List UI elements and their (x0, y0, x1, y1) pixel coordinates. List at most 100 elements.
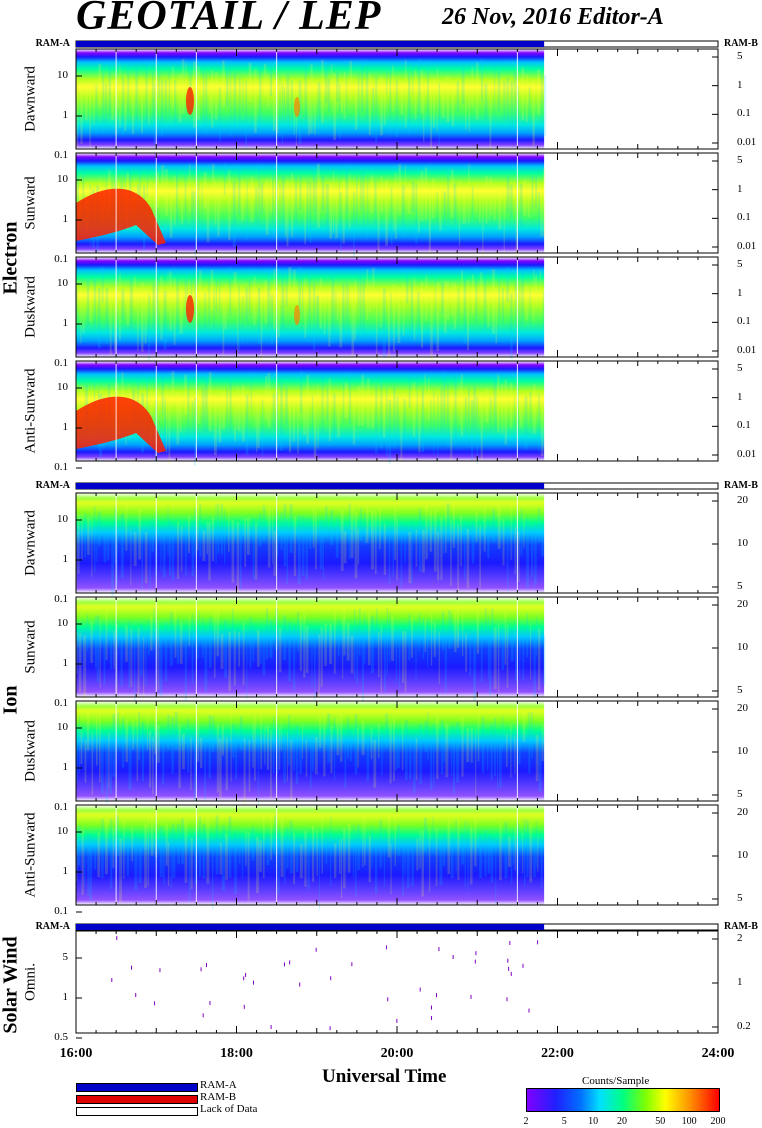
panel-electron-dawnward (75, 48, 719, 158)
left-tick-label: 1 (62, 421, 69, 433)
legend-lack-swatch (76, 1107, 198, 1116)
right-tick-label: 5 (737, 362, 743, 374)
spectrogram-fill (76, 805, 545, 905)
ram-a-label: RAM-A (35, 480, 70, 491)
right-tick-label: 10 (737, 849, 748, 861)
panel-ion-sunward (75, 596, 719, 705)
left-tick-label: 1 (62, 657, 69, 669)
group-label-solar_wind: Solar Wind (0, 936, 22, 1034)
colorbar-tick: 200 (710, 1116, 726, 1127)
ram-bar-a (76, 41, 545, 47)
left-tick-label: 10 (57, 381, 68, 393)
left-tick-label: 1 (62, 553, 69, 565)
right-tick-label: 2 (737, 932, 743, 944)
spectrogram-fill (76, 49, 545, 149)
panel-ion-dawnward (75, 492, 719, 601)
colorbar-tick: 5 (561, 1116, 567, 1127)
left-tick-label: 1 (62, 761, 69, 773)
right-tick-label: 5 (737, 684, 743, 696)
right-tick-label: 5 (737, 154, 743, 166)
left-tick-label: 1 (62, 865, 69, 877)
colorbar-tick: 50 (655, 1116, 666, 1127)
spectrogram-fill (76, 257, 545, 357)
group-label-electron: Electron (0, 221, 22, 295)
panel-solar-wind-omni (75, 930, 719, 1039)
x-tick-label: 20:00 (380, 1046, 414, 1061)
right-tick-label: 10 (737, 745, 748, 757)
left-tick-label: 5 (62, 951, 69, 963)
legend-lack-label: Lack of Data (200, 1103, 258, 1115)
left-tick-label: 1 (62, 213, 69, 225)
right-tick-label: 20 (737, 598, 748, 610)
right-tick-label: 20 (737, 702, 748, 714)
left-tick-label: 1 (62, 109, 69, 121)
legend-ram-a-label: RAM-A (200, 1079, 237, 1091)
x-tick-label: 22:00 (541, 1046, 574, 1061)
right-tick-label: 0.1 (737, 211, 751, 224)
right-tick-label: 0.2 (737, 1020, 751, 1032)
right-tick-label: 1 (737, 390, 743, 403)
ram-b-label: RAM-B (724, 921, 758, 932)
ram-b-label: RAM-B (724, 480, 758, 491)
right-tick-label: 5 (737, 258, 743, 270)
left-tick-label: 0.1 (54, 697, 68, 709)
left-tick-label: 0.1 (54, 801, 68, 813)
panel-electron-antisunward (75, 360, 719, 469)
left-tick-label: 0.1 (54, 461, 68, 473)
right-tick-label: 1 (737, 78, 743, 91)
colorbar-title: Counts/Sample (582, 1075, 650, 1087)
colorbar-tick: 20 (617, 1116, 627, 1127)
right-tick-label: 1 (737, 286, 743, 299)
left-tick-label: 0.1 (54, 253, 68, 265)
legend-ram-a-swatch (76, 1083, 198, 1092)
right-tick-label: 0.01 (737, 448, 757, 460)
page-title: GEOTAIL / LEP (76, 0, 382, 39)
colorbar-tick: 100 (681, 1116, 697, 1127)
red-enhancement (76, 188, 166, 245)
group-label-ion: Ion (0, 685, 22, 715)
left-tick-label: 10 (57, 721, 68, 733)
left-tick-label: 10 (57, 617, 68, 629)
colorbar-tick: 10 (588, 1116, 599, 1127)
left-tick-label: 10 (57, 69, 68, 81)
left-tick-label: 0.1 (54, 149, 68, 161)
right-tick-label: 0.01 (737, 136, 757, 148)
left-tick-label: 0.1 (54, 905, 68, 917)
orange-enhancement (294, 97, 300, 117)
panel-label: Sunward (22, 620, 39, 674)
left-tick-label: 10 (57, 277, 68, 289)
right-tick-label: 10 (737, 537, 748, 549)
panel-ion-antisunward (75, 804, 719, 913)
panel-electron-duskward (75, 256, 719, 365)
right-tick-label: 0.1 (737, 107, 751, 120)
left-tick-label: 10 (57, 173, 68, 185)
panel-label: Anti-Sunward (22, 368, 39, 454)
right-tick-label: 0.1 (737, 419, 751, 432)
ram-bar-a (76, 483, 545, 489)
ram-bar-a (76, 924, 545, 930)
right-tick-label: 5 (737, 788, 743, 800)
right-tick-label: 0.1 (737, 315, 751, 328)
left-tick-label: 0.1 (54, 357, 68, 369)
panel-label: Duskward (22, 720, 39, 782)
left-tick-label: 10 (57, 513, 68, 525)
left-tick-label: 1 (62, 317, 69, 329)
x-tick-label: 24:00 (701, 1046, 735, 1061)
x-tick-label: 16:00 (59, 1046, 93, 1061)
right-tick-label: 5 (737, 892, 743, 904)
red-enhancement (186, 87, 194, 115)
right-tick-label: 1 (737, 182, 743, 195)
legend-ram-b-label: RAM-B (200, 1091, 237, 1103)
panel-label: Sunward (22, 176, 39, 230)
panel-ion-duskward (75, 700, 719, 809)
panel-electron-sunward (75, 152, 719, 262)
panel-label: Duskward (22, 276, 39, 338)
ram-a-label: RAM-A (35, 921, 70, 932)
right-tick-label: 1 (737, 976, 743, 988)
date-editor-subtitle: 26 Nov, 2016 Editor-A (442, 4, 664, 30)
x-axis-label: Universal Time (322, 1066, 447, 1087)
red-enhancement (76, 396, 166, 453)
panel-label: Anti-Sunward (22, 812, 39, 898)
